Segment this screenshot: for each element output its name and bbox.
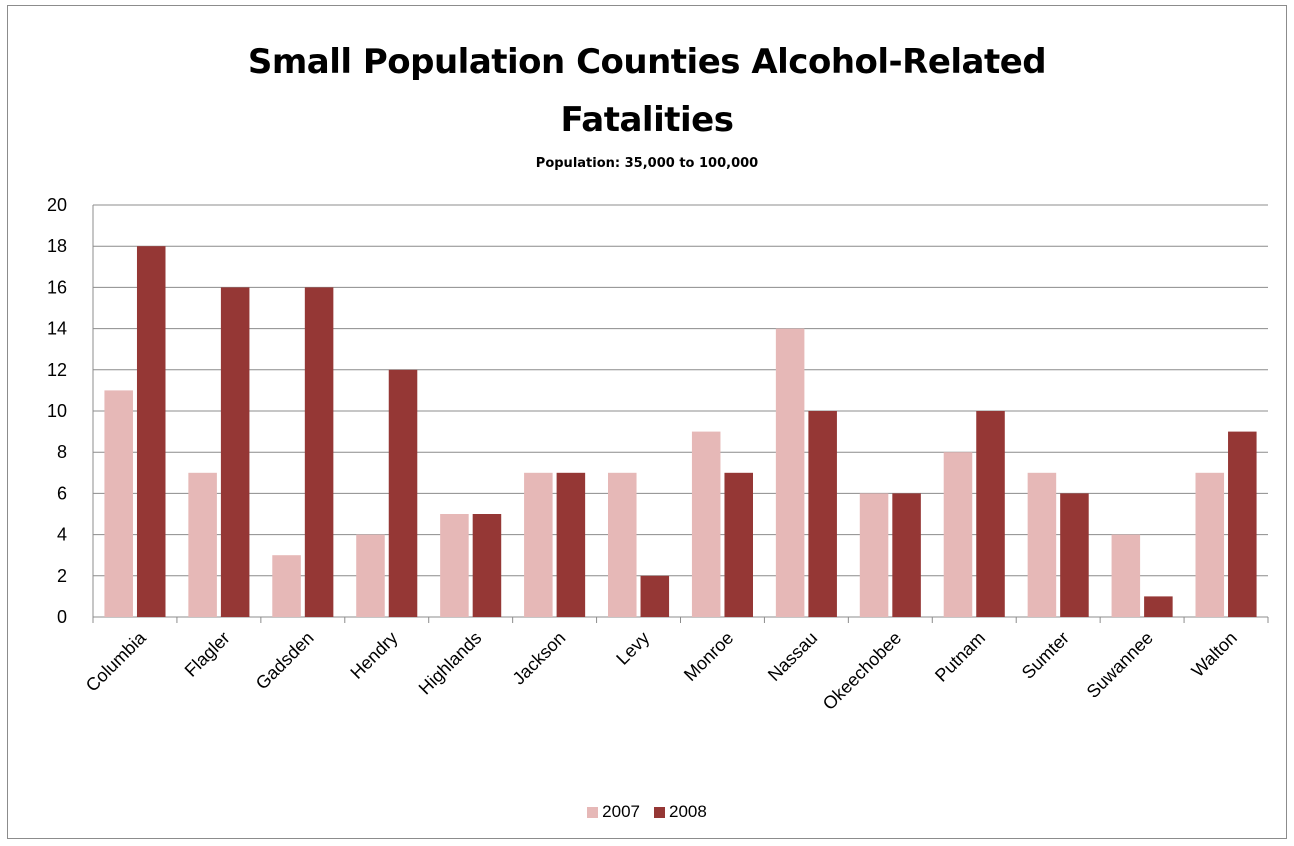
bar-2008-gadsden <box>304 287 334 617</box>
bar-2007-flagler <box>188 472 217 617</box>
y-tick-label: 10 <box>47 401 67 421</box>
bar-2008-walton <box>1228 431 1257 617</box>
bar-2008-flagler <box>220 287 250 617</box>
bar-2008-suwannee <box>1144 596 1173 617</box>
bar-2007-levy <box>608 472 637 617</box>
legend: 2007 2008 <box>0 802 1294 822</box>
legend-item-2008: 2008 <box>654 802 707 822</box>
x-tick-label: Flagler <box>181 628 234 681</box>
bar-2008-hendry <box>388 369 418 617</box>
x-tick-label: Okeechobee <box>819 628 905 714</box>
bar-2007-walton <box>1195 472 1225 617</box>
x-tick-label: Columbia <box>82 627 151 696</box>
bar-2007-monroe <box>691 431 721 617</box>
bar-2008-monroe <box>724 472 753 617</box>
y-tick-label: 16 <box>47 277 67 297</box>
x-tick-label: Jackson <box>509 628 570 689</box>
legend-label-2008: 2008 <box>669 802 707 821</box>
bar-2008-jackson <box>556 472 586 617</box>
bar-2007-columbia <box>104 390 133 617</box>
x-tick-label: Gadsden <box>252 628 318 694</box>
legend-swatch-2007 <box>587 806 599 818</box>
bar-2007-suwannee <box>1111 534 1141 617</box>
legend-label-2007: 2007 <box>602 802 640 821</box>
legend-swatch-2008 <box>654 806 665 818</box>
bar-2008-putnam <box>976 411 1005 617</box>
bar-2007-sumter <box>1027 472 1057 617</box>
y-tick-label: 8 <box>57 442 67 462</box>
bar-2007-nassau <box>775 328 805 617</box>
x-tick-label: Monroe <box>680 628 737 685</box>
bar-2007-highlands <box>440 514 469 617</box>
bar-2008-highlands <box>472 514 502 617</box>
bar-2007-jackson <box>524 472 553 617</box>
bar-2007-hendry <box>356 534 385 617</box>
bar-2008-sumter <box>1060 493 1089 617</box>
legend-item-2007: 2007 <box>587 802 640 822</box>
y-tick-label: 20 <box>47 195 67 215</box>
y-tick-label: 0 <box>57 607 67 627</box>
bar-2008-levy <box>640 575 670 617</box>
chart-title-line2: Fatalities <box>560 100 734 140</box>
bar-2007-gadsden <box>272 555 301 617</box>
x-tick-label: Highlands <box>415 628 486 699</box>
bar-2008-columbia <box>136 246 166 617</box>
x-tick-label: Levy <box>612 628 653 669</box>
bar-2007-okeechobee <box>859 493 889 617</box>
chart-subtitle: Population: 35,000 to 100,000 <box>535 156 759 171</box>
y-tick-label: 12 <box>47 360 67 380</box>
x-tick-label: Walton <box>1188 628 1241 681</box>
x-tick-label: Suwannee <box>1083 628 1157 702</box>
x-tick-label: Nassau <box>764 628 821 685</box>
chart-frame <box>7 5 1287 839</box>
x-tick-label: Hendry <box>346 628 401 683</box>
y-tick-label: 14 <box>47 319 67 339</box>
x-tick-label: Putnam <box>931 628 989 686</box>
y-tick-label: 6 <box>57 483 67 503</box>
y-tick-label: 18 <box>47 236 67 256</box>
y-tick-label: 2 <box>57 566 67 586</box>
bar-2007-putnam <box>943 452 973 617</box>
y-tick-label: 4 <box>57 525 67 545</box>
bar-2008-nassau <box>808 411 837 617</box>
chart-title-line1: Small Population Counties Alcohol-Relate… <box>247 42 1047 82</box>
bar-2008-okeechobee <box>892 493 921 617</box>
x-tick-label: Sumter <box>1018 628 1073 683</box>
